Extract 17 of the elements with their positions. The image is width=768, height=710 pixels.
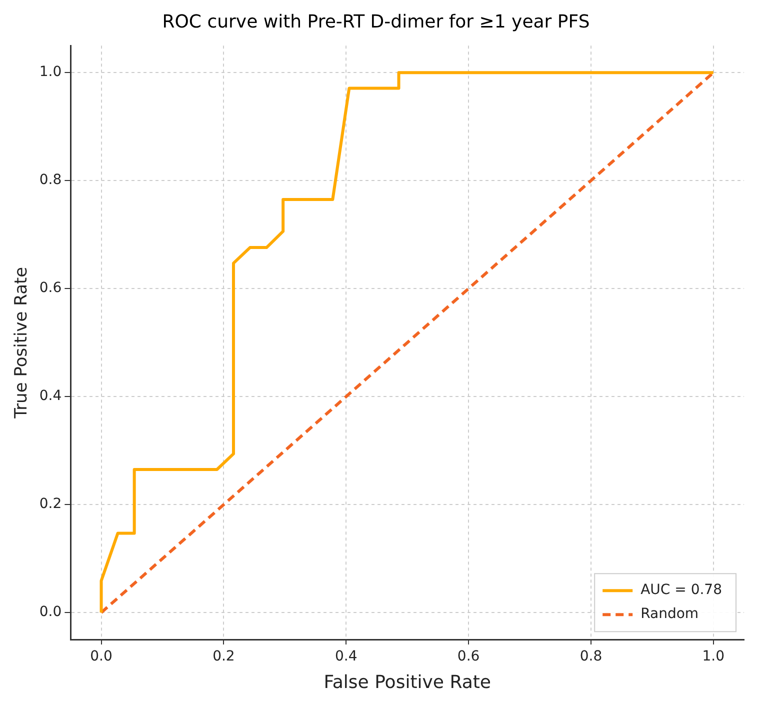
y-tick-label: 0.4 (39, 388, 62, 404)
y-tick-label: 0.8 (39, 172, 62, 188)
y-tick-label: 0.0 (39, 604, 62, 620)
legend-label: Random (640, 606, 699, 622)
x-axis-title: False Positive Rate (324, 672, 491, 693)
x-tick-label: 1.0 (702, 648, 725, 665)
y-tick-label: 0.6 (39, 280, 62, 296)
y-tick-label: 1.0 (39, 64, 62, 80)
x-tick-label: 0.4 (334, 648, 358, 665)
chart-title: ROC curve with Pre-RT D-dimer for ≥1 year PFS (162, 11, 590, 32)
x-tick-label: 0.2 (212, 648, 235, 665)
legend-label: AUC = 0.78 (640, 582, 722, 598)
x-tick-label: 0.8 (580, 648, 602, 665)
y-axis-title: True Positive Rate (12, 266, 32, 420)
y-tick-label: 0.2 (39, 496, 62, 512)
x-tick-label: 0.0 (90, 648, 112, 665)
x-tick-label: 0.6 (457, 648, 480, 665)
